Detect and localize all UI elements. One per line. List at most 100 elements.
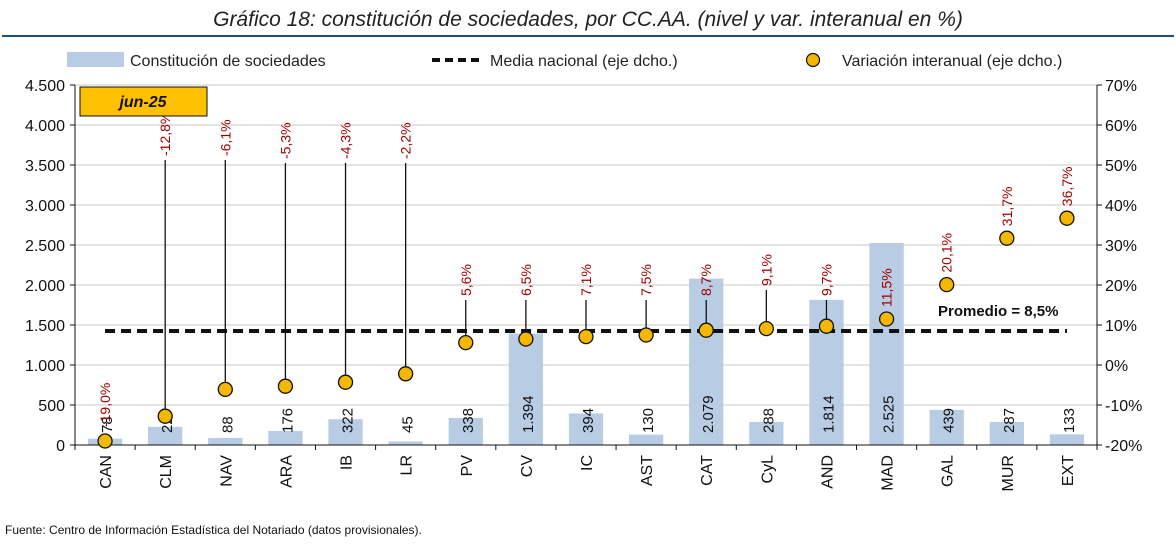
category-label: MAD <box>880 455 897 491</box>
period-badge: jun-25 <box>79 86 208 117</box>
bar-PV <box>448 417 483 445</box>
bar-value-label: 322 <box>340 408 357 433</box>
right-tick-label: 10% <box>1105 318 1137 335</box>
bar-NAV <box>208 437 243 445</box>
tick-labels: 0 500 1.000 1.500 2.000 2.500 3.000 3.500 4.000 4… <box>25 78 1142 455</box>
category-label: CLM <box>158 455 175 489</box>
bar-AST <box>628 434 664 445</box>
pct-label: -19,0% <box>97 383 113 427</box>
point-AST <box>638 327 654 343</box>
category-label: CyL <box>759 455 776 484</box>
bar-CLM <box>148 426 183 445</box>
bar-value-label: 439 <box>941 408 958 433</box>
point-CyL <box>758 320 775 337</box>
bar-ARA <box>268 430 303 445</box>
bar-value-label: 176 <box>279 408 296 433</box>
bar-value-label: 1.814 <box>820 395 837 433</box>
axes <box>70 84 1102 450</box>
category-label: IB <box>339 455 356 470</box>
left-tick-label: 0 <box>56 438 65 455</box>
legend-bar-swatch <box>67 52 124 67</box>
right-tick-label: 40% <box>1105 198 1137 215</box>
left-tick-label: 2.500 <box>25 238 65 255</box>
left-tick-label: 3.000 <box>25 198 65 215</box>
point-NAV <box>217 381 233 398</box>
source-note: Fuente: Centro de Información Estadístic… <box>5 523 422 537</box>
point-MAD <box>878 311 895 327</box>
left-tick-label: 1.000 <box>25 358 65 375</box>
category-label: AST <box>639 455 656 486</box>
point-CAT <box>698 322 714 338</box>
left-tick-label: 4.500 <box>25 78 65 95</box>
right-tick-label: 20% <box>1105 278 1137 295</box>
legend-marker-swatch <box>805 52 821 68</box>
category-label: EXT <box>1060 455 1077 486</box>
category-label: MUR <box>1000 455 1017 491</box>
legend-bar-label: Constitución de sociedades <box>130 53 326 70</box>
bar-value-label: 2.079 <box>700 395 717 433</box>
pct-label: -2,2% <box>398 122 414 159</box>
pct-label: -5,3% <box>277 122 293 159</box>
right-tick-label: 50% <box>1105 158 1137 175</box>
left-tick-label: 2.000 <box>25 278 65 295</box>
category-label: GAL <box>940 455 957 487</box>
category-label: IC <box>579 455 596 471</box>
bar-GAL <box>929 409 964 445</box>
pct-label: 36,7% <box>1059 166 1075 206</box>
stems <box>164 160 828 417</box>
bar-value-label: 1.394 <box>520 395 537 433</box>
bars <box>87 243 1085 445</box>
chart-title: Gráfico 18: constitución de sociedades, … <box>213 8 963 31</box>
bar-value-label: 338 <box>460 408 477 433</box>
point-GAL <box>939 276 955 293</box>
right-tick-label: 60% <box>1105 118 1137 135</box>
left-tick-label: 3.500 <box>25 158 65 175</box>
point-CLM <box>157 408 173 424</box>
pct-label: 11,5% <box>879 268 895 307</box>
pct-label: 6,5% <box>518 264 534 296</box>
pct-label: 9,7% <box>818 264 834 296</box>
point-AND <box>818 318 835 334</box>
category-label: CV <box>519 455 536 478</box>
point-LR <box>397 366 414 382</box>
category-label: PV <box>459 455 476 477</box>
bar-value-label: 78 <box>99 416 116 433</box>
bar-MUR <box>989 422 1024 445</box>
point-EXT <box>1059 210 1075 226</box>
left-tick-label: 500 <box>38 398 65 415</box>
bar-value-label: 287 <box>1001 408 1018 433</box>
category-label: CAT <box>699 455 716 486</box>
legend-marker-label: Variación interanual (eje dcho.) <box>842 53 1062 70</box>
pct-label: -6,1% <box>217 119 233 156</box>
promedio-annotation: Promedio = 8,5% <box>938 303 1058 320</box>
point-MUR <box>999 230 1015 246</box>
point-IB <box>337 374 354 390</box>
bar-CV <box>508 333 544 445</box>
pct-label: 9,1% <box>758 254 774 286</box>
bar-MAD <box>869 243 904 445</box>
point-IC <box>578 328 594 345</box>
right-tick-label: 0% <box>1105 358 1128 375</box>
pct-label: 5,6% <box>458 264 474 296</box>
pct-label: -4,3% <box>338 122 354 159</box>
gridlines <box>75 84 1097 406</box>
right-tick-label: 70% <box>1105 78 1137 95</box>
bar-IC <box>568 413 604 445</box>
category-label: AND <box>819 455 836 489</box>
bar-value-label: 45 <box>400 416 417 433</box>
pct-label: 31,7% <box>999 186 1015 226</box>
left-tick-label: 4.000 <box>25 118 65 135</box>
bar-value-label: 288 <box>760 408 777 433</box>
category-label: LR <box>399 455 416 475</box>
category-label: ARA <box>278 455 295 488</box>
point-ARA <box>277 378 294 394</box>
bar-value-label: 88 <box>219 416 236 433</box>
bar-IB <box>328 419 363 445</box>
category-labels: CAN CLM NAV ARA IB LR PV CV IC AST CAT CyL AND MAD GAL… <box>98 455 1077 492</box>
right-tick-label: -10% <box>1105 398 1142 415</box>
left-tick-label: 1.500 <box>25 318 65 335</box>
pct-label: 20,1% <box>939 233 955 273</box>
bar-LR <box>388 441 423 445</box>
bar-value-label: 394 <box>580 408 597 433</box>
